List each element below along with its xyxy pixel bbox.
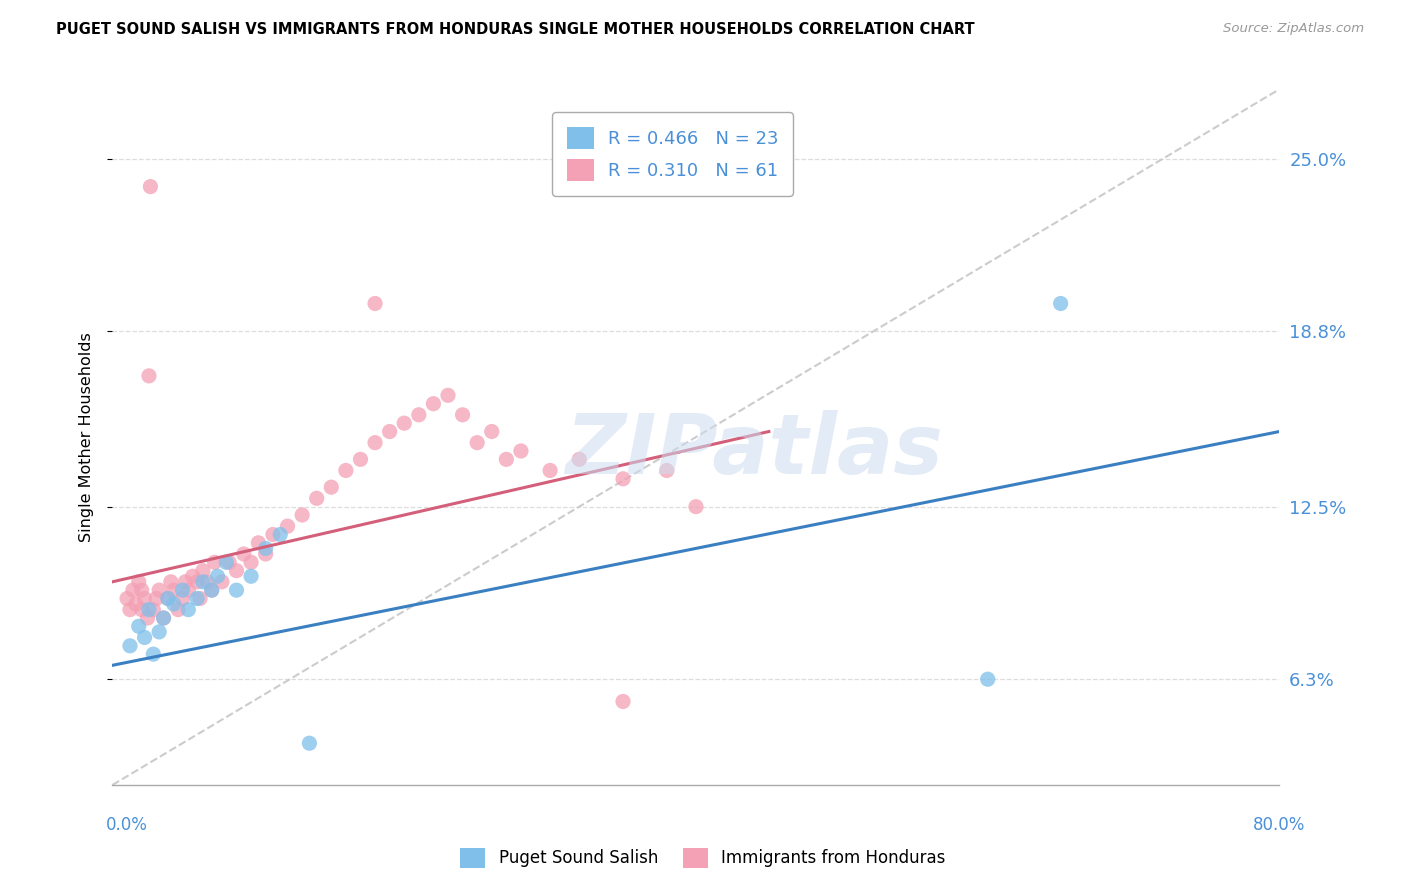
Y-axis label: Single Mother Households: Single Mother Households	[79, 332, 94, 542]
Point	[142, 602, 165, 616]
Text: Source: ZipAtlas.com: Source: ZipAtlas.com	[1223, 22, 1364, 36]
Point	[305, 491, 328, 506]
Point	[204, 555, 226, 569]
Point	[254, 547, 277, 561]
Point	[195, 574, 218, 589]
Point	[211, 574, 233, 589]
Point	[232, 547, 254, 561]
Point	[163, 583, 186, 598]
Point	[128, 574, 150, 589]
Point	[131, 602, 153, 616]
Point	[128, 619, 150, 633]
Point	[240, 555, 263, 569]
Point	[139, 179, 162, 194]
Point	[364, 435, 387, 450]
Point	[152, 611, 174, 625]
Point	[138, 602, 160, 616]
Point	[655, 463, 678, 477]
Point	[394, 416, 416, 430]
Point	[134, 631, 156, 645]
Point	[167, 602, 190, 616]
Point	[122, 583, 145, 598]
Point	[364, 296, 387, 310]
Point	[177, 583, 200, 598]
Point	[685, 500, 707, 514]
Point	[201, 583, 224, 598]
Point	[156, 591, 179, 606]
Point	[291, 508, 314, 522]
Point	[408, 408, 430, 422]
Point	[115, 591, 138, 606]
Point	[138, 368, 160, 383]
Point	[118, 639, 141, 653]
Point	[177, 602, 200, 616]
Point	[191, 564, 214, 578]
Point	[131, 583, 153, 598]
Point	[568, 452, 591, 467]
Point	[160, 574, 183, 589]
Point	[976, 672, 998, 686]
Text: 0.0%: 0.0%	[105, 816, 148, 834]
Point	[145, 591, 167, 606]
Point	[191, 574, 214, 589]
Point	[481, 425, 503, 439]
Point	[269, 527, 291, 541]
Point	[163, 597, 186, 611]
Text: PUGET SOUND SALISH VS IMMIGRANTS FROM HONDURAS SINGLE MOTHER HOUSEHOLDS CORRELAT: PUGET SOUND SALISH VS IMMIGRANTS FROM HO…	[56, 22, 974, 37]
Point	[207, 569, 229, 583]
Point	[298, 736, 321, 750]
Point	[125, 597, 148, 611]
Point	[142, 647, 165, 661]
Point	[321, 480, 343, 494]
Point	[188, 591, 211, 606]
Point	[437, 388, 460, 402]
Legend: Puget Sound Salish, Immigrants from Honduras: Puget Sound Salish, Immigrants from Hond…	[454, 841, 952, 875]
Point	[612, 472, 634, 486]
Point	[612, 694, 634, 708]
Point	[247, 536, 270, 550]
Point	[1049, 296, 1071, 310]
Point	[465, 435, 488, 450]
Point	[538, 463, 561, 477]
Point	[201, 583, 224, 598]
Point	[451, 408, 474, 422]
Point	[262, 527, 284, 541]
Text: 80.0%: 80.0%	[1253, 816, 1306, 834]
Point	[240, 569, 263, 583]
Point	[186, 574, 208, 589]
Point	[509, 444, 531, 458]
Point	[215, 555, 238, 569]
Point	[172, 591, 194, 606]
Point	[118, 602, 141, 616]
Text: ZIPatlas: ZIPatlas	[565, 410, 943, 491]
Point	[186, 591, 208, 606]
Point	[156, 591, 179, 606]
Point	[276, 519, 298, 533]
Point	[349, 452, 371, 467]
Point	[218, 555, 240, 569]
Point	[172, 583, 194, 598]
Point	[254, 541, 277, 556]
Point	[136, 611, 159, 625]
Legend: R = 0.466   N = 23, R = 0.310   N = 61: R = 0.466 N = 23, R = 0.310 N = 61	[553, 112, 793, 196]
Point	[495, 452, 517, 467]
Point	[174, 574, 197, 589]
Point	[378, 425, 401, 439]
Point	[225, 583, 247, 598]
Point	[148, 624, 170, 639]
Point	[181, 569, 204, 583]
Point	[225, 564, 247, 578]
Point	[152, 611, 174, 625]
Point	[134, 591, 156, 606]
Point	[335, 463, 357, 477]
Point	[422, 397, 444, 411]
Point	[148, 583, 170, 598]
